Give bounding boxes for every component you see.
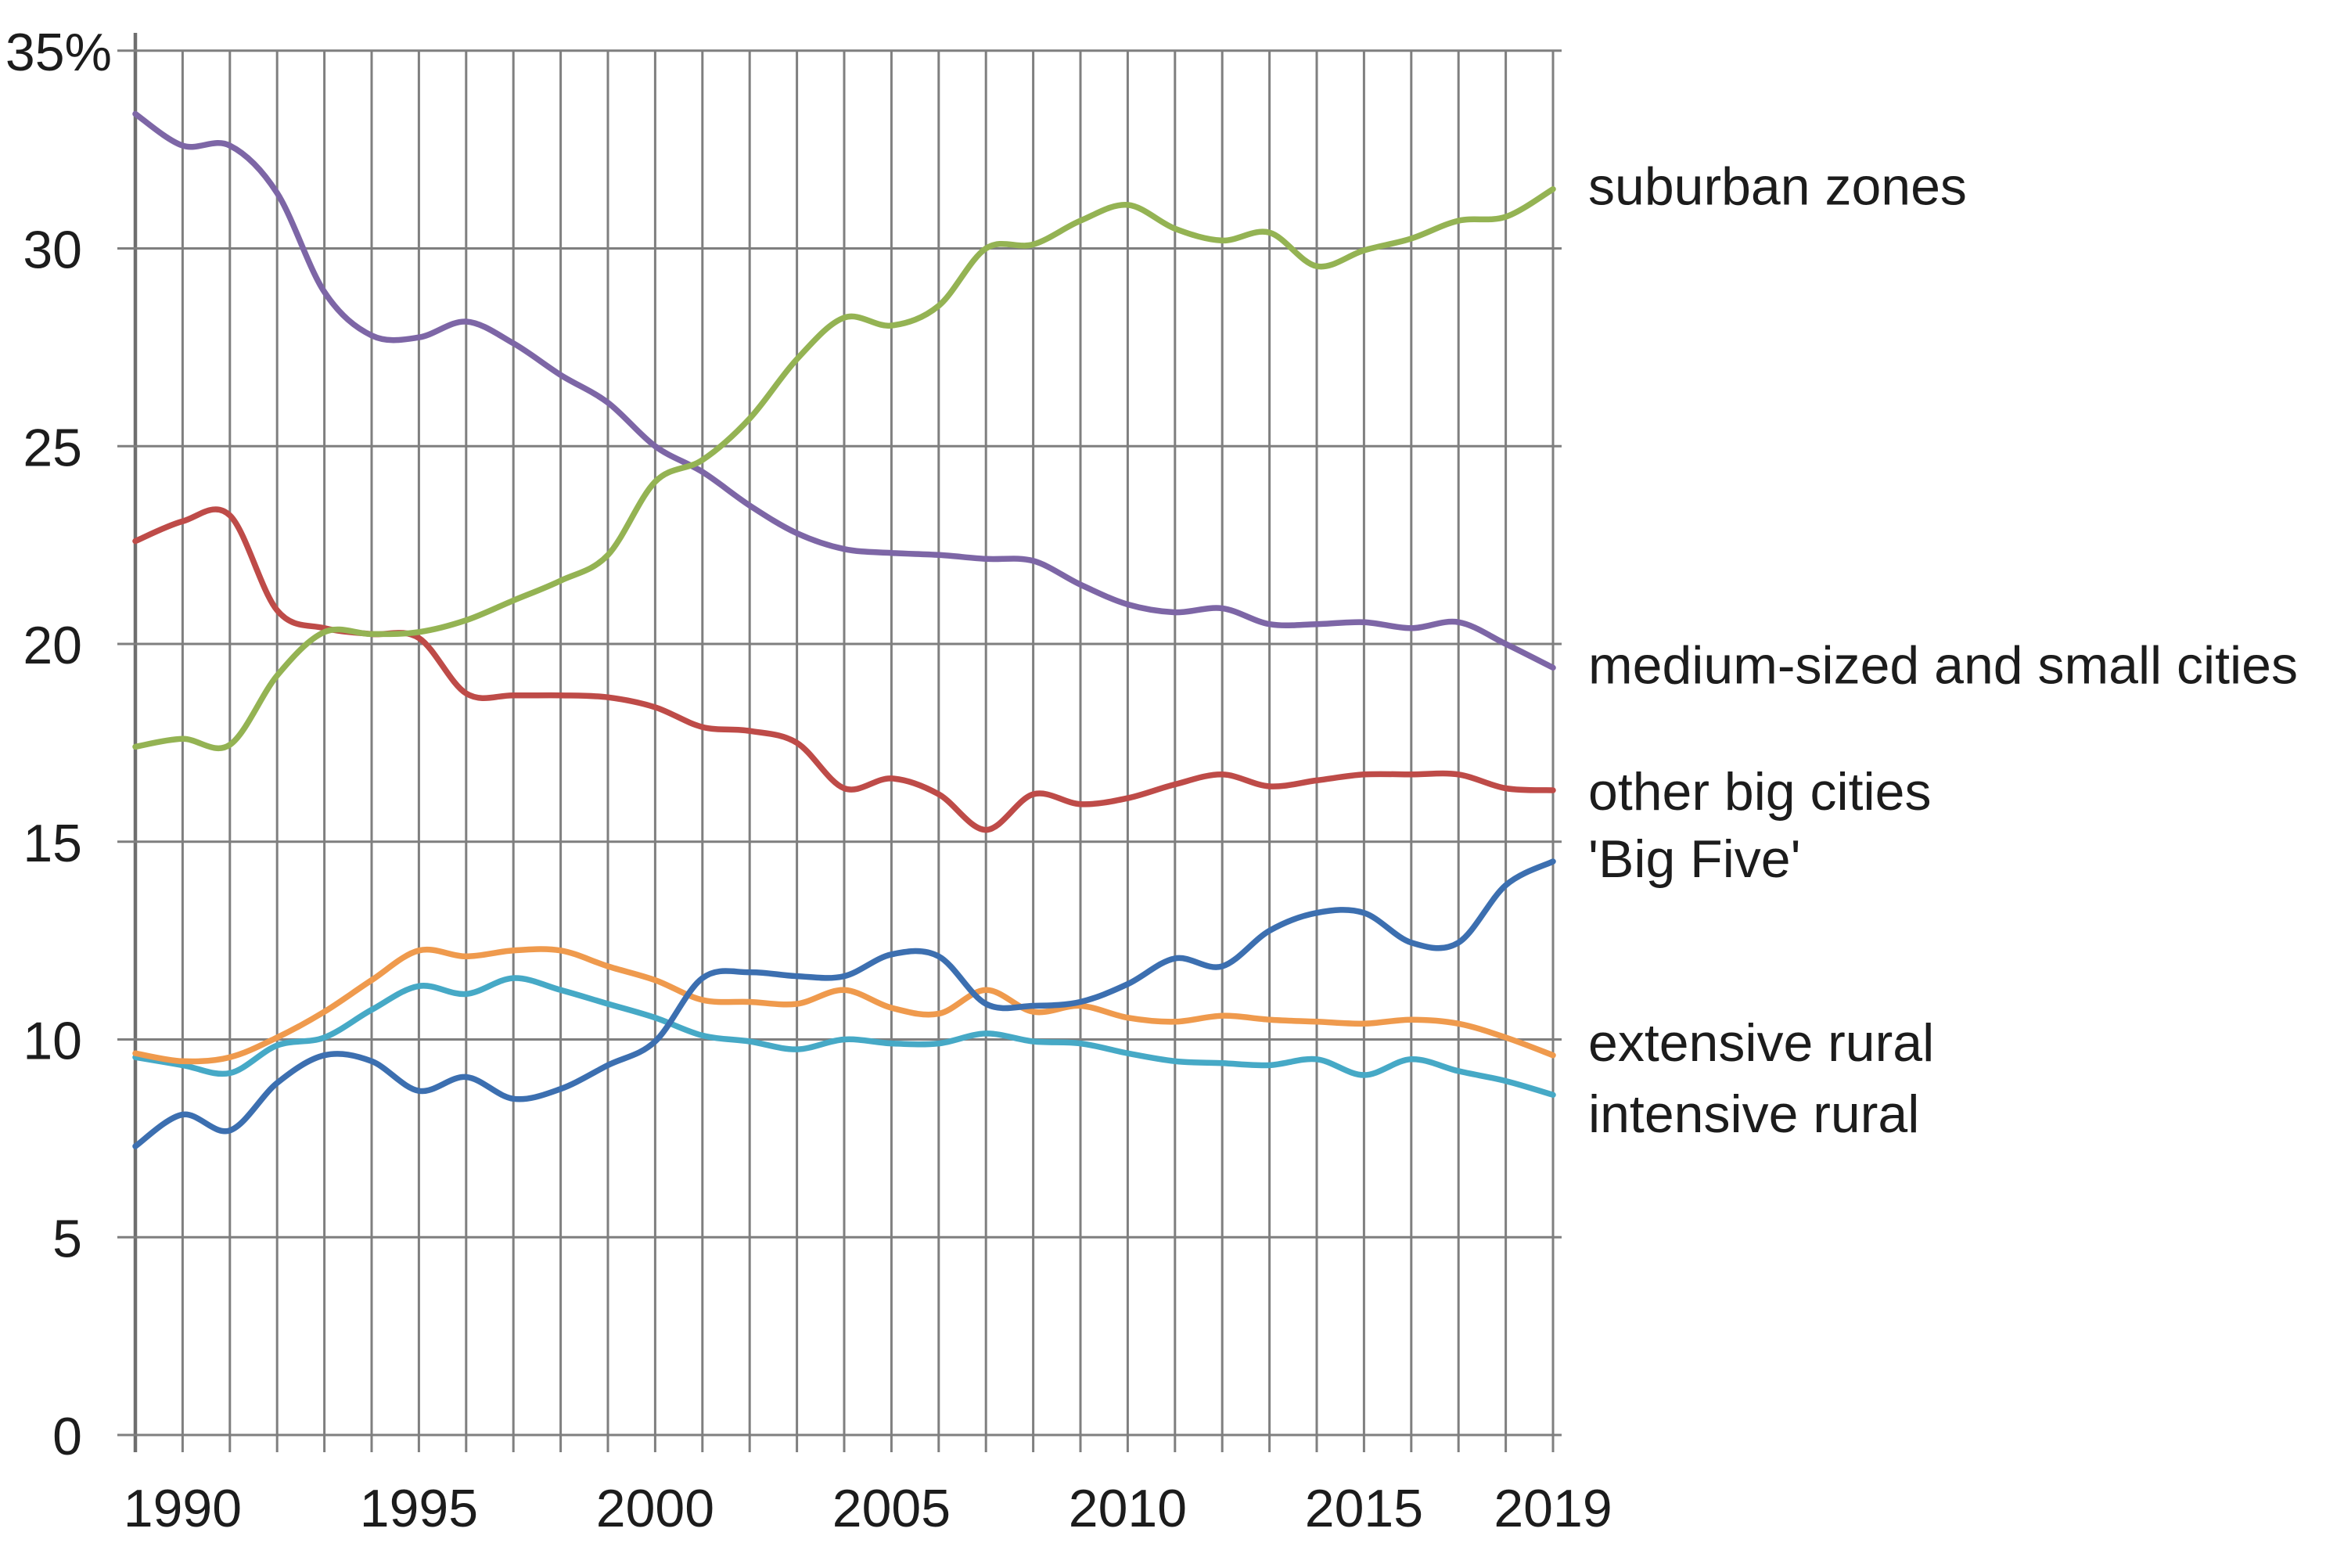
series-label-other-big-cities: other big cities	[1588, 762, 1931, 822]
series-label-intensive-rural: intensive rural	[1588, 1084, 1919, 1144]
y-tick-label: 0	[52, 1407, 82, 1466]
y-tick-label: 15	[23, 814, 82, 873]
y-tick-label: 35%	[5, 23, 112, 82]
y-tick-label: 30	[23, 221, 82, 280]
y-tick-label: 10	[23, 1012, 82, 1071]
grid-lines	[117, 33, 1562, 1452]
x-tick-label: 1990	[124, 1479, 242, 1538]
series-line-suburban-zones	[132, 185, 1556, 752]
y-tick-label: 20	[23, 616, 82, 675]
x-axis-tick-labels: 1990 1995 2000 2005 2010 2015 2019	[124, 1479, 1612, 1538]
series-line-extensive-rural	[132, 946, 1556, 1065]
series-label-extensive-rural: extensive rural	[1588, 1013, 1934, 1073]
x-tick-label: 2019	[1494, 1479, 1612, 1538]
series-label-suburban-zones: suburban zones	[1588, 157, 1967, 217]
series-lines	[132, 110, 1556, 1149]
x-tick-label: 2005	[832, 1479, 951, 1538]
y-tick-label: 5	[52, 1209, 82, 1268]
x-tick-label: 2010	[1069, 1479, 1187, 1538]
y-axis-tick-labels: 0 5 10 15 20 25 30 35%	[5, 23, 112, 1466]
x-tick-label: 1995	[360, 1479, 478, 1538]
x-tick-label: 2015	[1305, 1479, 1423, 1538]
series-label-big-five: 'Big Five'	[1588, 829, 1801, 889]
x-tick-label: 2000	[596, 1479, 714, 1538]
series-label-medium-sized-and-small-cities: medium-sized and small cities	[1588, 635, 2298, 695]
series-labels: medium-sized and small cities other big c…	[1588, 157, 2298, 1144]
y-tick-label: 25	[23, 418, 82, 477]
series-line-intensive-rural	[132, 975, 1556, 1099]
series-line-big-five	[132, 858, 1556, 1149]
series-line-medium-sized-and-small-cities	[132, 110, 1556, 671]
